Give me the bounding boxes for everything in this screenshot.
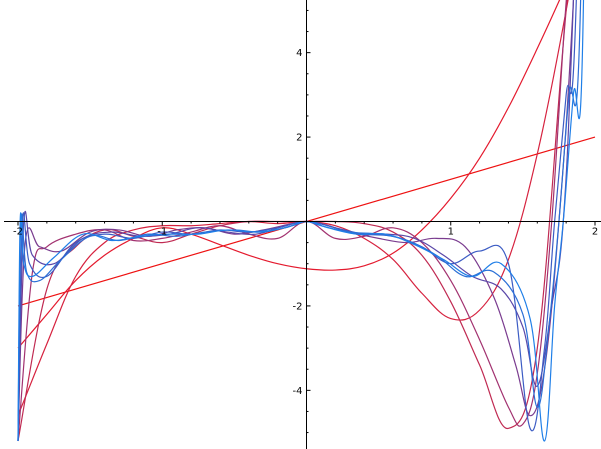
series-line-4 xyxy=(17,0,567,442)
y-tick-label: -4 xyxy=(293,386,303,397)
y-tick-label: -2 xyxy=(293,301,303,312)
series-line-7 xyxy=(17,0,577,442)
series-line-8 xyxy=(17,0,582,442)
x-tick-label: 1 xyxy=(448,227,454,238)
x-tick-label: -2 xyxy=(13,227,23,238)
y-tick-label: 2 xyxy=(296,133,302,144)
axes-layer xyxy=(4,0,601,449)
series-layer xyxy=(17,0,596,442)
x-tick-label: 2 xyxy=(592,227,598,238)
y-tick-label: 4 xyxy=(296,48,302,59)
x-tick-label: -1 xyxy=(157,227,167,238)
ticks-layer: -2 -1 1 2 4 2 -2 -4 xyxy=(13,9,598,434)
series-line-1 xyxy=(17,0,561,349)
series-line-9 xyxy=(17,0,585,442)
